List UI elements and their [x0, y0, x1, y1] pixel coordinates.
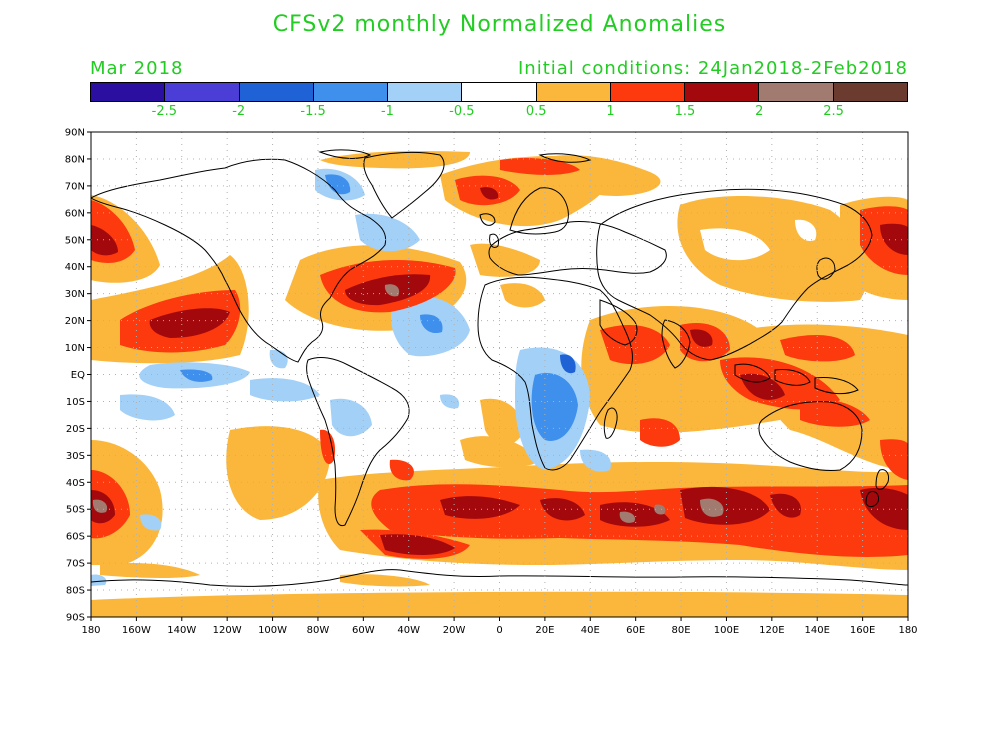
lon-label: 20E	[535, 625, 554, 636]
initial-conditions: Initial conditions: 24Jan2018-2Feb2018	[517, 58, 908, 79]
colorbar-box	[759, 83, 834, 101]
map-title: CFSv2 monthly Normalized Anomalies	[272, 12, 727, 37]
lat-label: 10N	[65, 343, 85, 354]
anomaly-layer-neg1	[180, 174, 578, 441]
lat-label: 90S	[66, 613, 85, 624]
colorbar-box	[388, 83, 463, 101]
colorbar-label: -0.5	[449, 104, 475, 119]
lat-label: 50N	[65, 235, 85, 246]
axis-ticks: 90N 80N 70N 60N 50N 40N 30N 20N 10N EQ 10S 20S 30S 40…	[65, 128, 918, 637]
lat-label: 70S	[66, 559, 85, 570]
lon-label: 60E	[626, 625, 645, 636]
lat-label: 20S	[66, 424, 85, 435]
lat-label: 60S	[66, 532, 85, 543]
lon-label: 80W	[307, 625, 330, 636]
colorbar-label: -1	[380, 104, 394, 119]
target-month: Mar 2018	[90, 58, 184, 79]
colorbar-box	[239, 83, 314, 101]
lat-label: 80S	[66, 586, 85, 597]
colorbar-label: -2.5	[151, 104, 178, 119]
anomaly-layer-neg1.5	[560, 354, 576, 374]
lon-label: 180	[81, 625, 100, 636]
lon-label: 100W	[258, 625, 287, 636]
lat-label: 30N	[65, 289, 85, 300]
lon-label: 160W	[122, 625, 151, 636]
colorbar-label: 1.5	[674, 104, 696, 119]
lon-label: 40E	[581, 625, 600, 636]
colorbar-label: -2	[232, 104, 246, 119]
colorbar-box	[685, 83, 760, 101]
colorbar-box	[536, 83, 611, 101]
lon-label: 180	[898, 625, 917, 636]
coastlines	[91, 149, 908, 587]
lat-label: 10S	[66, 397, 85, 408]
lat-label: EQ	[71, 370, 85, 381]
colorbar-label: -1.5	[300, 104, 326, 119]
colorbar-box	[165, 83, 240, 101]
lon-label: 100E	[714, 625, 739, 636]
colorbar	[90, 82, 908, 102]
lon-label: 140E	[805, 625, 830, 636]
colorbar-label: 0.5	[525, 104, 547, 119]
lat-label: 30S	[66, 451, 85, 462]
colorbar-box	[610, 83, 686, 101]
lat-label: 40S	[66, 478, 85, 489]
lon-label: 0	[496, 625, 502, 636]
colorbar-box	[462, 83, 537, 101]
colorbar-box	[91, 83, 166, 101]
lon-label: 60W	[352, 625, 375, 636]
colorbar-label: 2	[755, 104, 764, 119]
colorbar-box	[313, 83, 389, 101]
lat-label: 50S	[66, 505, 85, 516]
colorbar-label: 1	[606, 104, 615, 119]
lat-label: 80N	[65, 154, 85, 165]
lon-label: 120W	[213, 625, 242, 636]
lon-label: 80E	[672, 625, 691, 636]
lon-label: 140W	[167, 625, 196, 636]
lon-label: 160E	[850, 625, 875, 636]
lon-label: 40W	[397, 625, 420, 636]
neutral-patches	[700, 219, 817, 261]
anomaly-field	[91, 150, 908, 617]
lat-label: 90N	[65, 128, 85, 139]
lat-label: 60N	[65, 208, 85, 219]
lon-label: 20W	[443, 625, 466, 636]
lon-label: 120E	[759, 625, 784, 636]
lat-label: 20N	[65, 316, 85, 327]
grid-lines	[91, 132, 908, 617]
lat-label: 40N	[65, 262, 85, 273]
colorbar-label: 2.5	[823, 104, 844, 119]
colorbar-box	[833, 83, 907, 101]
lat-label: 70N	[65, 181, 85, 192]
